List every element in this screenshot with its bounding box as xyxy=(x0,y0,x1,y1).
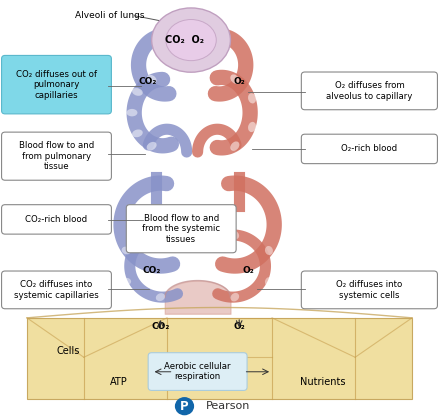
Text: O₂: O₂ xyxy=(233,77,244,86)
Ellipse shape xyxy=(151,8,230,72)
Text: CO₂: CO₂ xyxy=(151,322,169,331)
FancyBboxPatch shape xyxy=(300,271,436,309)
FancyBboxPatch shape xyxy=(300,72,436,110)
Text: O₂ diffuses from
alveolus to capillary: O₂ diffuses from alveolus to capillary xyxy=(325,81,412,101)
FancyBboxPatch shape xyxy=(2,55,111,114)
Ellipse shape xyxy=(230,231,239,239)
Ellipse shape xyxy=(156,231,164,239)
Text: CO₂-rich blood: CO₂-rich blood xyxy=(25,215,87,224)
Text: CO₂: CO₂ xyxy=(142,266,160,275)
Ellipse shape xyxy=(230,141,239,151)
Text: Blood flow to and
from the systemic
tissues: Blood flow to and from the systemic tiss… xyxy=(142,214,220,244)
Ellipse shape xyxy=(264,246,272,255)
Text: P: P xyxy=(180,400,188,413)
FancyBboxPatch shape xyxy=(2,205,111,234)
Text: O₂ diffuses into
systemic cells: O₂ diffuses into systemic cells xyxy=(336,280,402,300)
Text: Nutrients: Nutrients xyxy=(299,377,344,387)
Ellipse shape xyxy=(132,129,142,137)
Ellipse shape xyxy=(166,20,216,61)
Ellipse shape xyxy=(247,93,255,104)
Text: O₂: O₂ xyxy=(233,322,244,331)
Ellipse shape xyxy=(146,142,156,151)
Text: CO₂ diffuses into
systemic capillaries: CO₂ diffuses into systemic capillaries xyxy=(14,280,99,300)
Ellipse shape xyxy=(230,74,239,84)
FancyBboxPatch shape xyxy=(126,205,236,253)
Ellipse shape xyxy=(247,122,255,132)
Ellipse shape xyxy=(230,293,239,301)
Ellipse shape xyxy=(264,277,272,286)
Text: O₂-rich blood: O₂-rich blood xyxy=(340,144,396,154)
Ellipse shape xyxy=(121,247,131,254)
Text: CO₂ diffuses out of
pulmonary
capillaries: CO₂ diffuses out of pulmonary capillarie… xyxy=(16,70,97,99)
FancyBboxPatch shape xyxy=(300,134,436,163)
Ellipse shape xyxy=(121,278,131,285)
Text: CO₂  O₂: CO₂ O₂ xyxy=(165,35,204,45)
Ellipse shape xyxy=(146,75,156,84)
Text: Pearson: Pearson xyxy=(206,401,250,411)
Text: O₂: O₂ xyxy=(241,266,253,275)
Text: Alveoli of lungs: Alveoli of lungs xyxy=(75,11,144,20)
Text: Aerobic cellular
respiration: Aerobic cellular respiration xyxy=(164,362,230,381)
FancyBboxPatch shape xyxy=(148,353,247,391)
Circle shape xyxy=(174,397,194,415)
Text: Blood flow to and
from pulmonary
tissue: Blood flow to and from pulmonary tissue xyxy=(19,141,94,171)
Text: CO₂: CO₂ xyxy=(138,77,156,86)
Polygon shape xyxy=(27,318,411,399)
FancyBboxPatch shape xyxy=(2,271,111,309)
Text: ATP: ATP xyxy=(110,377,127,387)
FancyBboxPatch shape xyxy=(2,132,111,180)
Ellipse shape xyxy=(155,293,165,301)
Text: Cells: Cells xyxy=(57,346,80,356)
Ellipse shape xyxy=(126,109,137,116)
Ellipse shape xyxy=(132,88,142,96)
